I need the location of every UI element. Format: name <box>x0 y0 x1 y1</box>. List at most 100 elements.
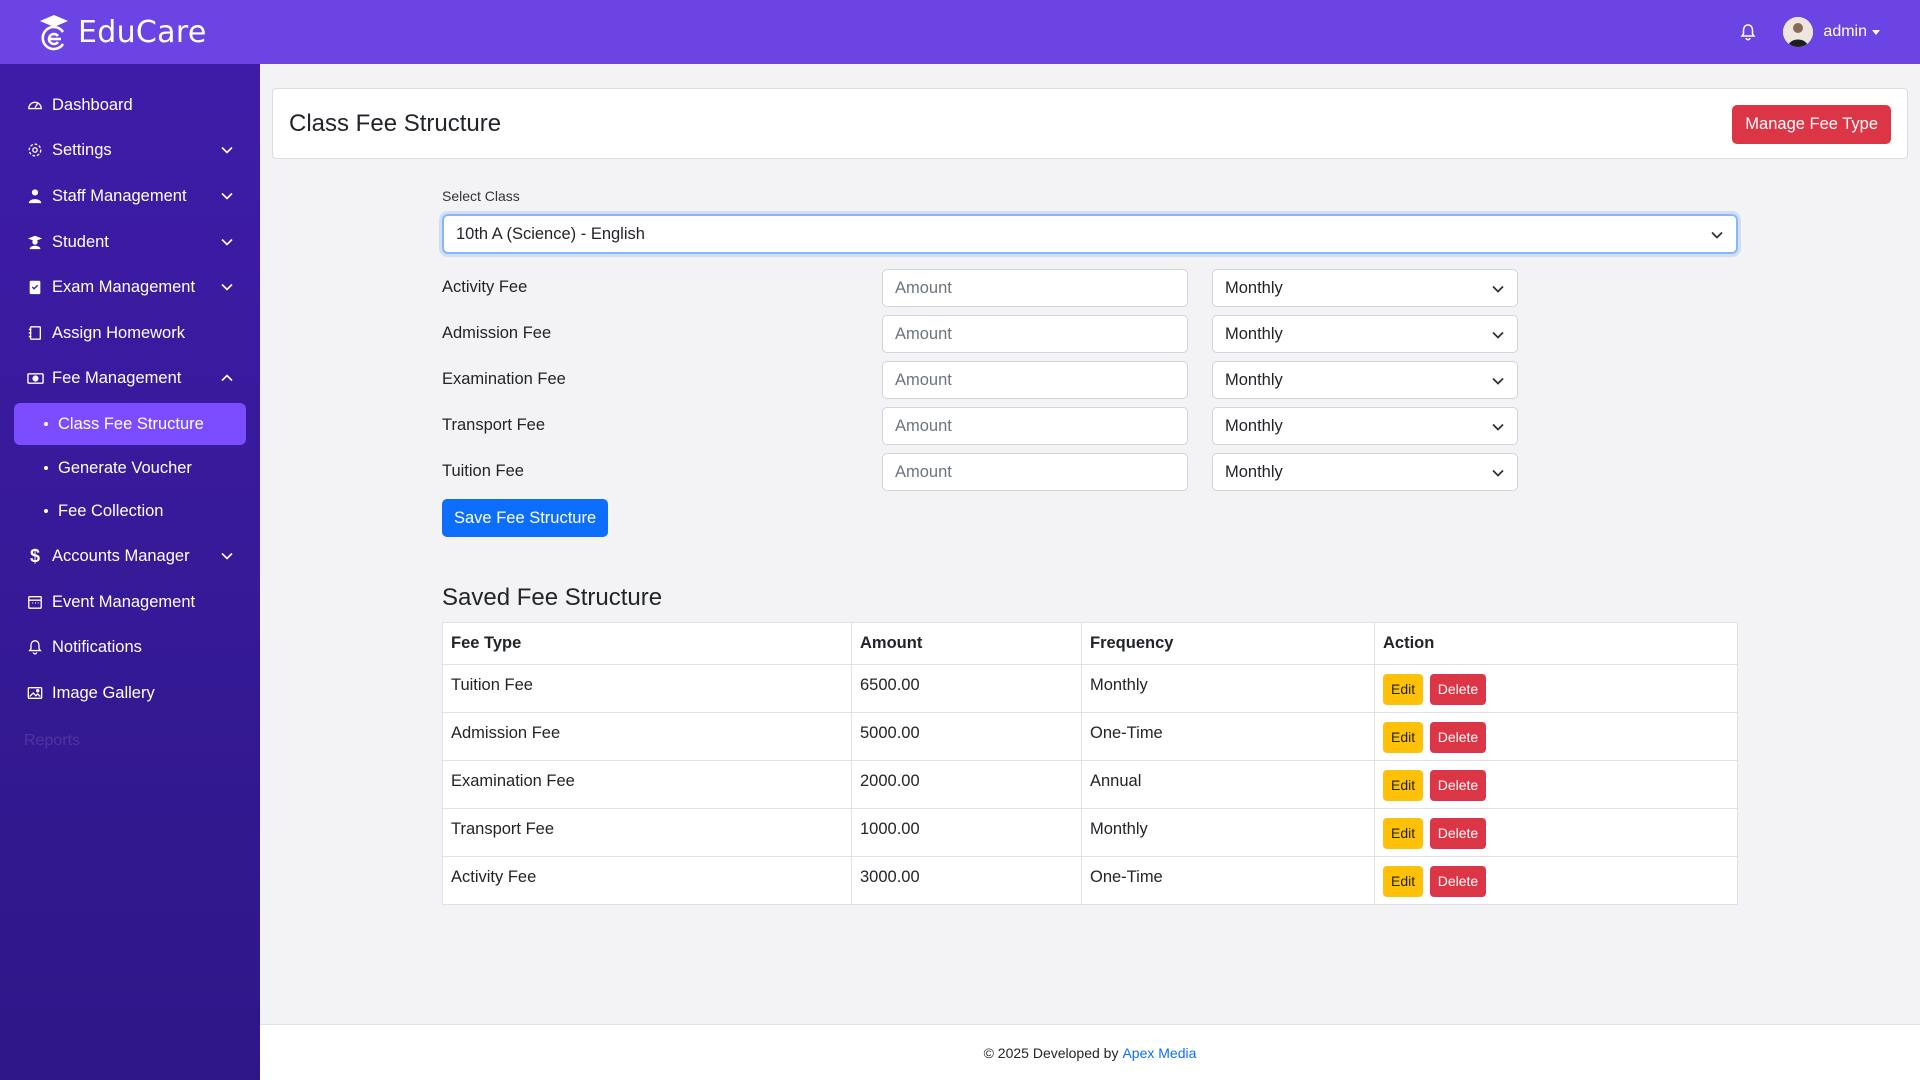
delete-button[interactable]: Delete <box>1429 674 1487 705</box>
sidebar-subitem-fee-collection[interactable]: Fee Collection <box>14 490 246 532</box>
cash-icon <box>26 369 44 387</box>
edit-button[interactable]: Edit <box>1383 722 1424 753</box>
sidebar-item-label: Dashboard <box>52 95 133 114</box>
sidebar-item-staff-management[interactable]: Staff Management <box>14 175 246 217</box>
fee-row: Tuition Fee Monthly <box>442 453 1518 491</box>
page-header-card: Class Fee Structure Manage Fee Type <box>272 88 1908 159</box>
gauge-icon <box>26 96 44 114</box>
fee-label: Activity Fee <box>442 278 528 296</box>
sidebar-item-assign-homework[interactable]: Assign Homework <box>14 312 246 354</box>
chevron-down-icon <box>221 238 233 246</box>
bullet-icon <box>44 509 48 513</box>
sidebar-subitem-label: Class Fee Structure <box>58 414 204 433</box>
frequency-cell: One-Time <box>1081 856 1375 905</box>
edit-button[interactable]: Edit <box>1383 818 1424 849</box>
fee-label: Transport Fee <box>442 416 546 434</box>
fee-type-cell: Admission Fee <box>442 712 852 761</box>
amount-input[interactable] <box>882 269 1188 307</box>
footer-link[interactable]: Apex Media <box>1122 1044 1197 1061</box>
table-row: Tuition Fee 6500.00 Monthly Edit Delete <box>442 664 1738 713</box>
frequency-select[interactable]: Monthly <box>1212 315 1518 353</box>
brand-name: EduCare <box>78 14 207 50</box>
table-row: Activity Fee 3000.00 One-Time Edit Delet… <box>442 856 1738 905</box>
fee-row: Transport Fee Monthly <box>442 407 1518 445</box>
table-row: Transport Fee 1000.00 Monthly Edit Delet… <box>442 808 1738 857</box>
person-icon <box>26 187 44 205</box>
sidebar-item-label: Fee Management <box>52 368 182 387</box>
manage-fee-type-button[interactable]: Manage Fee Type <box>1732 105 1891 144</box>
amount-input[interactable] <box>882 407 1188 445</box>
save-fee-structure-button[interactable]: Save Fee Structure <box>442 499 609 537</box>
column-header: Amount <box>851 622 1082 665</box>
sidebar-item-event-management[interactable]: Event Management <box>14 581 246 623</box>
fee-type-cell: Transport Fee <box>442 808 852 857</box>
chevron-down-icon <box>221 192 233 200</box>
amount-input[interactable] <box>882 315 1188 353</box>
action-cell: Edit Delete <box>1374 856 1738 905</box>
bullet-icon <box>44 466 48 470</box>
edit-button[interactable]: Edit <box>1383 770 1424 801</box>
action-cell: Edit Delete <box>1374 712 1738 761</box>
column-header: Action <box>1374 622 1738 665</box>
avatar[interactable] <box>1783 17 1814 47</box>
dollar-icon: $ <box>29 545 40 566</box>
frequency-select[interactable]: Monthly <box>1212 269 1518 307</box>
bell-icon[interactable] <box>1739 23 1757 41</box>
fee-label: Examination Fee <box>442 370 566 388</box>
sidebar-item-label: Exam Management <box>52 277 196 296</box>
sidebar-item-label: Notifications <box>52 637 142 656</box>
image-icon <box>26 684 44 702</box>
brand-logo[interactable]: EduCare <box>34 12 207 52</box>
sidebar-subitem-generate-voucher[interactable]: Generate Voucher <box>14 447 246 489</box>
frequency-value: Monthly <box>1225 462 1283 481</box>
delete-button[interactable]: Delete <box>1429 770 1487 801</box>
edit-button[interactable]: Edit <box>1383 674 1424 705</box>
sidebar-item-label: Event Management <box>52 592 196 611</box>
class-select[interactable]: 10th A (Science) - English <box>442 214 1738 254</box>
sidebar-subitem-class-fee-structure[interactable]: Class Fee Structure <box>14 403 246 445</box>
sidebar-item-student[interactable]: Student <box>14 221 246 263</box>
delete-button[interactable]: Delete <box>1429 818 1487 849</box>
chevron-down-icon <box>1711 231 1723 239</box>
frequency-select[interactable]: Monthly <box>1212 361 1518 399</box>
sidebar-item-label: Image Gallery <box>52 683 155 702</box>
amount-input[interactable] <box>882 361 1188 399</box>
delete-button[interactable]: Delete <box>1429 866 1487 897</box>
sidebar-item-image-gallery[interactable]: Image Gallery <box>14 672 246 714</box>
edit-button[interactable]: Edit <box>1383 866 1424 897</box>
gear-icon <box>26 141 44 159</box>
student-icon <box>26 233 44 251</box>
sidebar-item-label: Student <box>52 232 109 251</box>
frequency-value: Monthly <box>1225 370 1283 389</box>
chevron-down-icon <box>221 283 233 291</box>
clipboard-icon <box>26 278 44 296</box>
sidebar-item-accounts-manager[interactable]: $ Accounts Manager <box>14 535 246 577</box>
frequency-select[interactable]: Monthly <box>1212 453 1518 491</box>
amount-cell: 2000.00 <box>851 760 1082 809</box>
fee-label: Admission Fee <box>442 324 552 342</box>
chevron-down-icon <box>221 146 233 154</box>
delete-button[interactable]: Delete <box>1429 722 1487 753</box>
graduation-cap-icon <box>40 15 68 51</box>
sidebar-item-fee-management[interactable]: Fee Management <box>14 357 246 399</box>
sidebar-item-label: Settings <box>52 140 112 159</box>
user-menu[interactable]: admin <box>1823 23 1867 40</box>
footer: © 2025 Developed by Apex Media <box>260 1024 1920 1080</box>
frequency-value: Monthly <box>1225 324 1283 343</box>
chevron-down-icon <box>1492 469 1504 477</box>
action-cell: Edit Delete <box>1374 808 1738 857</box>
amount-input[interactable] <box>882 453 1188 491</box>
sidebar-item-exam-management[interactable]: Exam Management <box>14 266 246 308</box>
action-cell: Edit Delete <box>1374 760 1738 809</box>
frequency-select[interactable]: Monthly <box>1212 407 1518 445</box>
sidebar-item-label: Accounts Manager <box>52 546 190 565</box>
sidebar-item-dashboard[interactable]: Dashboard <box>14 84 246 126</box>
amount-cell: 5000.00 <box>851 712 1082 761</box>
sidebar-item-notifications[interactable]: Notifications <box>14 626 246 668</box>
journal-icon <box>26 324 44 342</box>
sidebar-item-settings[interactable]: Settings <box>14 129 246 171</box>
frequency-cell: Monthly <box>1081 808 1375 857</box>
fee-label: Tuition Fee <box>442 462 524 480</box>
chevron-down-icon <box>1492 377 1504 385</box>
select-class-label: Select Class <box>442 188 520 204</box>
